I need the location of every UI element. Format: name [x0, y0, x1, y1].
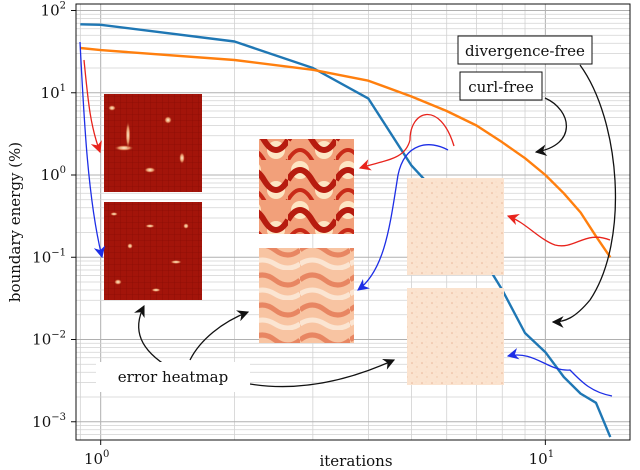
red-arrow-2 — [358, 113, 455, 171]
black-arrow-div — [551, 64, 617, 328]
y-tick-label: 10−2 — [32, 330, 66, 349]
y-tick-label: 10−1 — [32, 247, 66, 266]
annotation-arrows — [79, 41, 617, 397]
y-tick-label: 10−3 — [32, 412, 66, 431]
black-arrow-curl — [534, 97, 567, 157]
plot-frame — [75, 3, 631, 441]
y-axis-label: boundary energy (%) — [6, 142, 24, 302]
heatmap-inset-4 — [259, 248, 354, 343]
x-axis-label: iterations — [319, 452, 392, 470]
series-line-curl-free — [80, 46, 612, 258]
heatmap-arrow-3 — [249, 359, 396, 388]
svg-text:divergence-free: divergence-free — [465, 42, 585, 60]
red-arrow-1 — [83, 59, 102, 154]
label-divergence-free: divergence-free — [457, 35, 593, 65]
red-arrow-3 — [506, 213, 611, 247]
heatmap-inset-2 — [104, 202, 202, 300]
label-curl-free: curl-free — [459, 71, 543, 101]
heatmap-inset-1 — [104, 94, 202, 192]
y-tick-label: 100 — [41, 165, 66, 184]
y-tick-label: 101 — [41, 83, 66, 102]
blue-arrow-2 — [357, 144, 449, 291]
blue-arrow-1 — [79, 41, 106, 259]
heatmap-inset-6 — [407, 288, 504, 385]
heatmap-inset-3 — [259, 139, 354, 234]
x-tick-label: 100 — [84, 449, 109, 468]
x-tick-label: 101 — [529, 449, 554, 468]
blue-arrow-3 — [506, 348, 613, 397]
heatmap-arrow-1 — [134, 304, 171, 369]
svg-text:curl-free: curl-free — [468, 78, 534, 96]
heatmap-arrow-2 — [189, 310, 250, 361]
y-tick-label: 102 — [41, 1, 66, 20]
heatmap-inset-5 — [407, 178, 504, 275]
label-error-heatmap: error heatmap — [96, 362, 250, 392]
svg-text:error heatmap: error heatmap — [118, 368, 228, 386]
